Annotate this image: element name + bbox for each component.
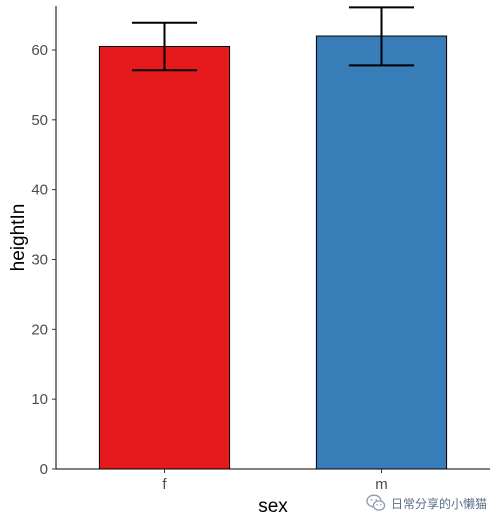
wechat-logo-icon: [366, 494, 386, 511]
y-tick-label-40: 40: [31, 182, 48, 199]
bars-group: [98, 35, 448, 470]
y-tick-label-30: 30: [31, 251, 48, 268]
x-axis-title: sex: [258, 496, 288, 517]
y-tick-label-20: 20: [31, 321, 48, 338]
y-tick-label-0: 0: [40, 461, 48, 478]
bar-m: [315, 35, 448, 470]
y-tick-label-10: 10: [31, 391, 48, 408]
error-bar-f: [131, 21, 198, 72]
error-bar-m: [348, 6, 415, 67]
x-tick-label-m: m: [375, 476, 388, 493]
y-tick-label-60: 60: [31, 42, 48, 59]
watermark-text: 日常分享的小懒猫: [391, 496, 488, 511]
bar-f: [98, 46, 231, 470]
watermark: 日常分享的小懒猫: [366, 493, 487, 513]
error-bars-group: [131, 6, 415, 72]
x-tick-label-f: f: [162, 476, 167, 493]
y-tick-label-50: 50: [31, 112, 48, 129]
y-axis-title: heightIn: [8, 204, 29, 272]
y-axis-ticks: 0 10 20 30 40 50 60: [31, 42, 56, 478]
